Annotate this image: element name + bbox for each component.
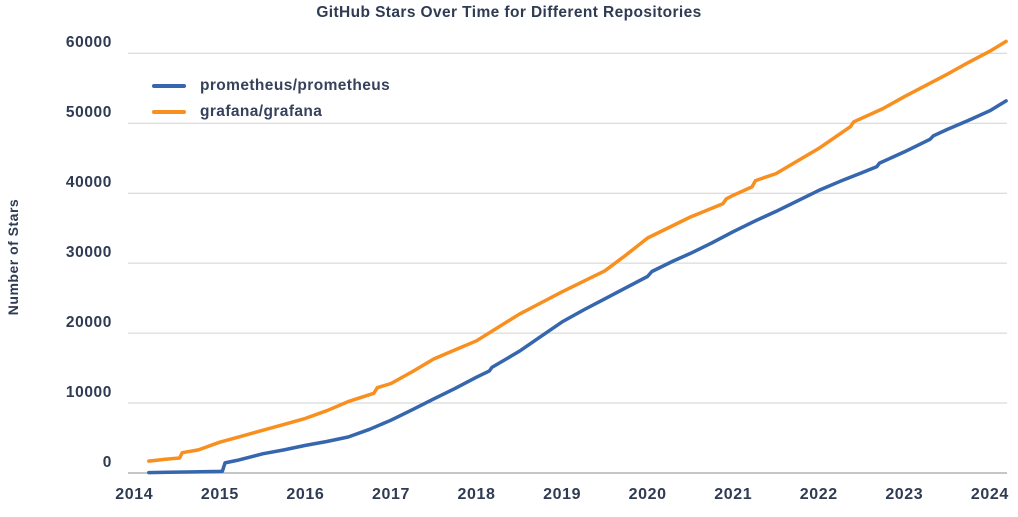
prometheus-line-swatch — [152, 83, 186, 89]
legend-item-grafana: grafana/grafana — [152, 99, 390, 125]
grafana-line — [147, 39, 1008, 463]
legend-label-prometheus: prometheus/prometheus — [200, 77, 391, 94]
legend-label-grafana: grafana/grafana — [200, 103, 323, 120]
legend-item-prometheus: prometheus/prometheus — [152, 73, 390, 99]
x-tick-label: 2023 — [885, 486, 924, 503]
x-tick-label: 2021 — [714, 486, 753, 503]
y-tick-label: 20000 — [65, 314, 112, 332]
x-tick-label: 2016 — [286, 486, 325, 503]
y-tick-label: 10000 — [65, 384, 112, 402]
legend: prometheus/prometheus grafana/grafana — [152, 73, 390, 125]
y-tick-label: 50000 — [65, 104, 112, 122]
chart-title: GitHub Stars Over Time for Different Rep… — [316, 4, 702, 21]
x-tick-label: 2018 — [457, 486, 496, 503]
x-tick-label: 2024 — [970, 486, 1009, 503]
x-tick-label: 2019 — [543, 486, 582, 503]
x-tick-label: 2022 — [799, 486, 838, 503]
y-tick-label: 30000 — [65, 244, 112, 262]
x-tick-label: 2020 — [628, 486, 667, 503]
x-tick-label: 2017 — [371, 486, 410, 503]
grafana-line-swatch — [152, 109, 186, 115]
y-tick-label: 60000 — [65, 34, 112, 52]
x-tick-label: 2014 — [115, 486, 154, 503]
prometheus-line — [147, 99, 1008, 475]
y-tick-label: 40000 — [65, 174, 112, 192]
y-tick-label: 0 — [102, 454, 112, 471]
x-tick-label: 2015 — [200, 486, 239, 503]
